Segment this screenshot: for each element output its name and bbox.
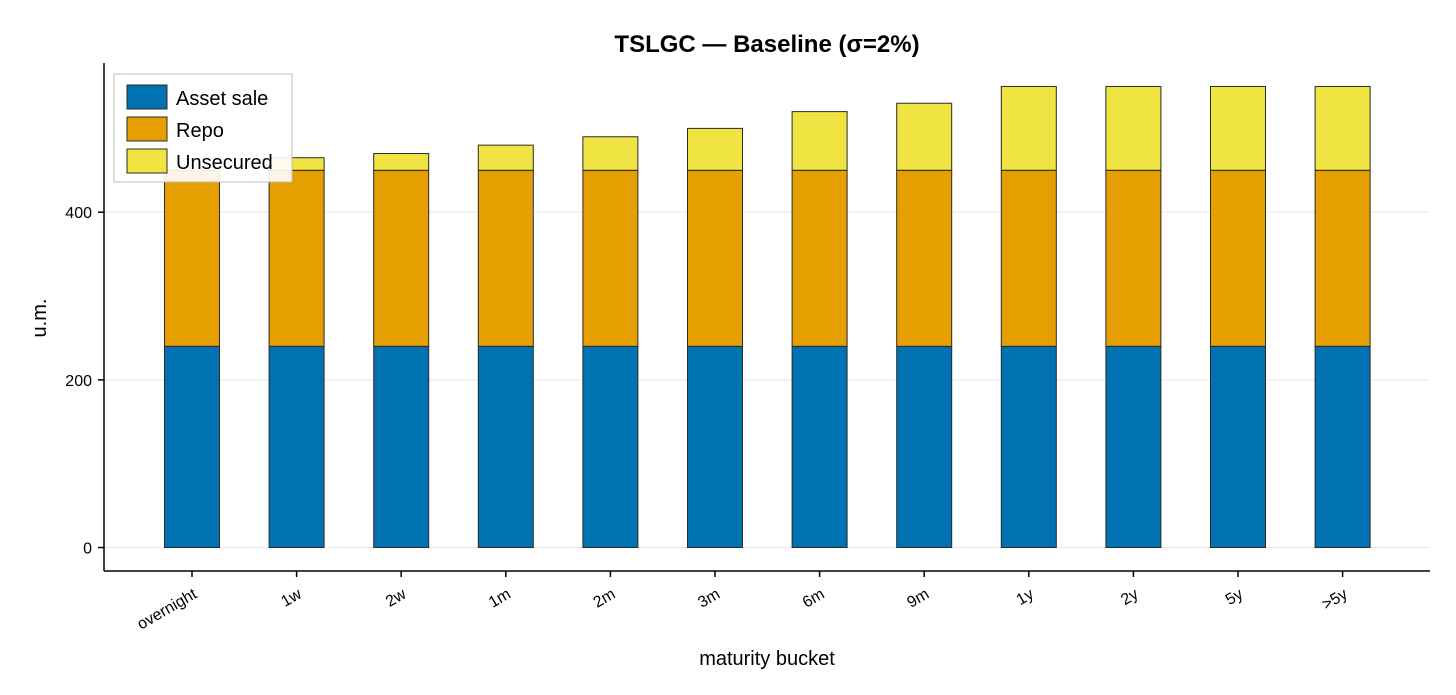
x-tick-label: 2w: [383, 586, 410, 611]
legend-swatch-asset-sale: [126, 84, 168, 110]
bars-layer: [164, 85, 1371, 549]
bar-repo-10: [1210, 169, 1266, 347]
bar-unsecured-6: [791, 111, 848, 171]
bar-unsecured-11: [1314, 85, 1371, 171]
bar-repo-6: [791, 169, 848, 347]
x-tick-label: 1m: [486, 586, 514, 612]
bar-repo-5: [687, 169, 743, 347]
bar-asset-sale-8: [1000, 345, 1057, 549]
bar-asset-sale-2: [373, 345, 430, 549]
x-tick-label: >5y: [1319, 586, 1350, 614]
bar-repo-2: [373, 169, 430, 347]
bar-unsecured-2: [373, 153, 430, 171]
bar-repo-11: [1314, 169, 1371, 347]
legend-label: Unsecured: [176, 152, 273, 174]
bar-unsecured-8: [1000, 85, 1057, 171]
bar-repo-0: [164, 169, 220, 347]
bar-asset-sale-9: [1105, 345, 1162, 549]
x-tick-label: 2y: [1118, 586, 1141, 609]
y-axis-label: u.m.: [29, 299, 51, 338]
chart-title: TSLGC — Baseline (σ=2%): [614, 31, 919, 58]
bar-asset-sale-5: [687, 345, 743, 549]
x-tick-label: 6m: [800, 586, 828, 612]
x-tick-label: overnight: [134, 585, 200, 633]
legend-label: Asset sale: [176, 88, 268, 110]
x-tick-label: 2m: [591, 586, 619, 612]
legend-swatch-unsecured: [126, 148, 168, 174]
bar-asset-sale-11: [1314, 345, 1371, 549]
bar-unsecured-7: [896, 102, 953, 171]
x-tick-label: 5y: [1223, 586, 1246, 609]
bar-unsecured-10: [1210, 85, 1266, 171]
y-tick-label: 0: [83, 541, 92, 558]
bar-repo-7: [896, 169, 953, 347]
bar-repo-4: [582, 169, 639, 347]
y-tick-label: 200: [65, 373, 92, 390]
bar-repo-8: [1000, 169, 1057, 347]
x-tick-label: 1w: [278, 586, 305, 611]
bar-asset-sale-7: [896, 345, 953, 549]
legend-swatch-repo: [126, 116, 168, 142]
grid-layer: [104, 211, 1430, 549]
bar-repo-1: [268, 169, 325, 347]
legend-label: Repo: [176, 120, 224, 142]
y-tick-label: 400: [65, 205, 92, 222]
legend: Asset sale Repo Unsecured: [113, 73, 293, 183]
bar-asset-sale-0: [164, 345, 220, 549]
bar-asset-sale-6: [791, 345, 848, 549]
bar-asset-sale-4: [582, 345, 639, 549]
x-tick-label: 3m: [695, 586, 723, 612]
bar-unsecured-3: [477, 144, 534, 171]
x-tick-label: 1y: [1014, 586, 1037, 609]
bar-unsecured-5: [687, 127, 743, 171]
bar-asset-sale-3: [477, 345, 534, 549]
bar-unsecured-4: [582, 136, 639, 171]
x-axis-label: maturity bucket: [699, 648, 835, 670]
bar-unsecured-9: [1105, 85, 1162, 171]
bar-asset-sale-10: [1210, 345, 1266, 549]
x-tick-label: 9m: [904, 586, 932, 612]
bar-repo-9: [1105, 169, 1162, 347]
bar-asset-sale-1: [268, 345, 325, 549]
axes-layer: [103, 63, 1430, 572]
bar-repo-3: [477, 169, 534, 347]
